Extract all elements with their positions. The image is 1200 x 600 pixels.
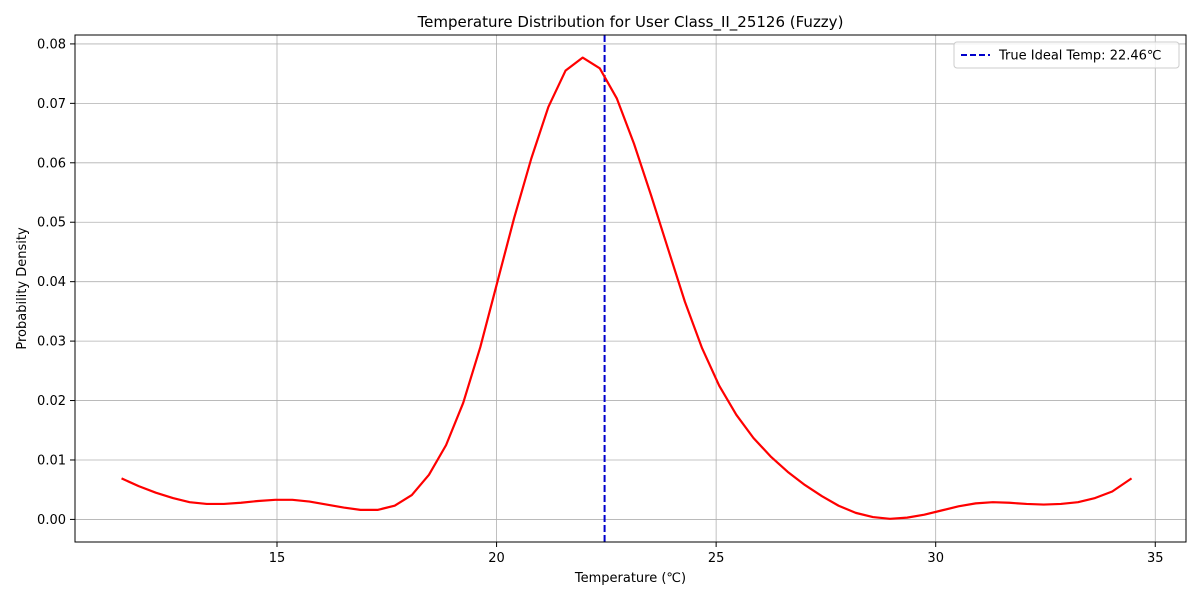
y-tick-label: 0.03 (37, 335, 66, 350)
y-tick-label: 0.07 (37, 97, 66, 112)
y-tick-label: 0.00 (37, 513, 66, 528)
y-tick-label: 0.08 (37, 37, 66, 52)
y-tick-label: 0.04 (37, 275, 66, 290)
y-axis-ticks: 0.00 0.01 0.02 0.03 0.04 0.05 0.06 0.07 0.08 (37, 37, 75, 528)
y-axis-label: Probability Density (15, 227, 30, 350)
plot-area (75, 35, 1186, 542)
y-tick-label: 0.02 (37, 394, 66, 409)
plot-frame (74, 34, 1187, 543)
x-tick-label: 20 (488, 551, 505, 566)
y-tick-label: 0.05 (37, 216, 66, 231)
grid (75, 35, 1186, 542)
legend: True Ideal Temp: 22.46℃ (953, 41, 1180, 69)
chart-title: Temperature Distribution for User Class_… (417, 13, 844, 32)
legend-entry-reference: True Ideal Temp: 22.46℃ (998, 49, 1162, 64)
y-tick-label: 0.06 (37, 156, 66, 171)
x-axis-label: Temperature (℃) (574, 571, 686, 586)
x-axis-ticks: 15 20 25 30 35 (269, 542, 1164, 566)
y-tick-label: 0.01 (37, 453, 66, 468)
density-curve (121, 56, 1133, 520)
x-tick-label: 30 (927, 551, 944, 566)
legend-box (953, 41, 1180, 69)
series-group (121, 56, 1133, 520)
x-tick-label: 35 (1147, 551, 1164, 566)
x-tick-label: 25 (708, 551, 725, 566)
x-tick-label: 15 (269, 551, 286, 566)
